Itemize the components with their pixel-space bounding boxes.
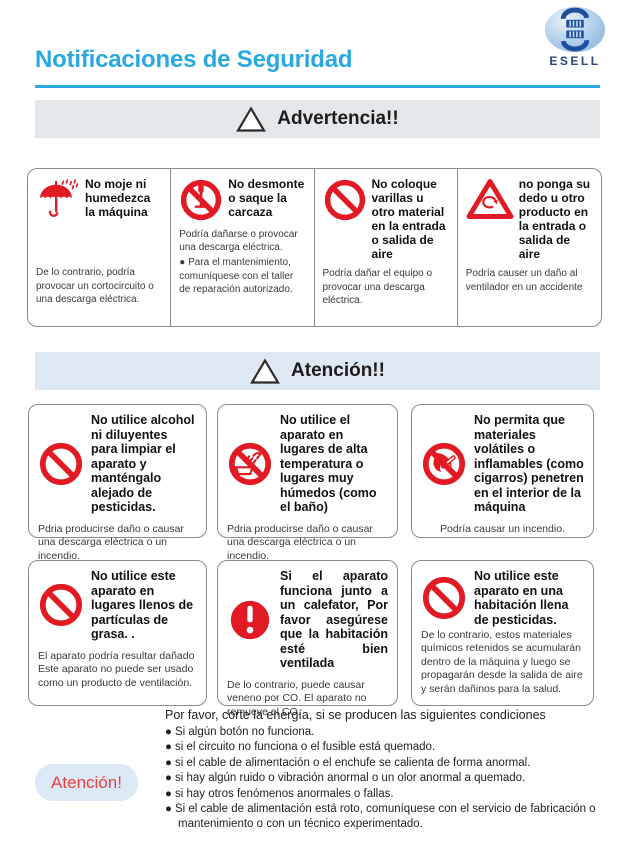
- esell-logo-icon: [543, 5, 607, 54]
- warning-box-no-mojar: No moje ni humedezca la máquina De lo co…: [28, 169, 172, 326]
- condition-item: ● Si algún botón no funciona.: [165, 725, 612, 740]
- bullet-icon: ●: [165, 772, 172, 785]
- conditions-intro: Por favor, corte la energía, si se produ…: [165, 708, 546, 722]
- caution-heading: No utilice este aparato en lugares lleno…: [91, 569, 194, 641]
- warning-heading: No moje ni humedezca la máquina: [85, 177, 151, 219]
- caution-body: Pdria producirse daño o causar una desca…: [227, 522, 373, 563]
- fan-warning-icon: [466, 178, 514, 220]
- caution-heading: No permita que materiales volátiles o in…: [474, 413, 584, 514]
- warning-triangle-icon: [236, 106, 266, 133]
- caution-heading: No utilice el aparato en lugares de alta…: [280, 413, 377, 514]
- warning-box-no-desmontar: No desmonte o saque la carcaza Podría da…: [171, 169, 315, 326]
- warning-body-line: ● Para el mantenimiento, comuníquese con…: [179, 257, 294, 295]
- atencion-bar-label: Atención!!: [291, 360, 385, 381]
- advertencia-warning-row: No moje ni humedezca la máquina De lo co…: [27, 168, 602, 327]
- condition-text: si hay otros fenómenos anormales o falla…: [174, 787, 394, 800]
- warning-heading: no ponga su dedo u otro producto en la e…: [518, 177, 591, 261]
- warning-triangle-icon: [250, 358, 280, 385]
- caution-box-pesticidas: No utilice este aparato en una habitació…: [411, 560, 594, 706]
- warning-heading: No desmonte o saque la carcaza: [228, 177, 305, 219]
- condition-item: ● Si el cable de alimentación está roto, …: [165, 802, 612, 833]
- atencion-footer-label: Atención!: [51, 772, 122, 792]
- caution-body: De lo contrario, puede causar veneno por…: [227, 678, 367, 719]
- atencion-section-bar: Atención!!: [35, 352, 600, 390]
- warning-box-no-varillas: No coloque varillas u otro material en l…: [315, 169, 458, 326]
- caution-heading: Si el aparato funciona junto a un calefa…: [280, 569, 388, 670]
- condition-item: ● si el circuito no funciona o el fusible…: [165, 740, 612, 755]
- page-title: Notificaciones de Seguridad: [35, 46, 353, 73]
- bullet-icon: ●: [165, 787, 172, 800]
- prohibition-icon: [421, 575, 467, 621]
- condition-item: ● si el cable de alimentación o el enchuf…: [165, 756, 612, 771]
- prohibition-icon: [38, 582, 84, 628]
- condition-text: si hay algún ruido o vibración anormal o…: [174, 772, 526, 785]
- title-divider: [35, 85, 600, 88]
- condition-text: si el cable de alimentación o el enchufe…: [174, 756, 531, 769]
- caution-heading: No utilice alcohol ni diluyentes para li…: [91, 413, 195, 514]
- bullet-icon: ●: [165, 741, 172, 754]
- caution-heading: No utilice este aparato en una habitació…: [474, 569, 569, 627]
- caution-box-no-alcohol: No utilice alcohol ni diluyentes para li…: [28, 404, 207, 562]
- power-off-conditions: Por favor, corte la energía, si se produ…: [165, 708, 612, 844]
- mandatory-exclamation-icon: [227, 597, 273, 643]
- advertencia-bar-label: Advertencia!!: [277, 108, 399, 129]
- warning-body: Podría dañarse o provocar una descarga e…: [179, 228, 305, 298]
- warning-box-no-dedo: no ponga su dedo u otro producto en la e…: [458, 169, 601, 326]
- umbrella-rain-icon: [36, 178, 80, 220]
- bullet-icon: ●: [165, 756, 172, 769]
- atencion-footer-badge: Atención!: [35, 764, 138, 801]
- brand-name: ESELL: [549, 54, 601, 68]
- warning-heading: No coloque varillas u otro material en l…: [371, 177, 446, 261]
- condition-text: Si algún botón no funciona.: [174, 726, 315, 738]
- warning-body: Podría dañar el equipo o provocar una de…: [322, 268, 433, 306]
- caution-body: De lo contrario, estos materiales químic…: [421, 629, 583, 695]
- warning-body-line: Podría dañarse o provocar una descarga e…: [179, 229, 298, 254]
- caution-box-no-grasa: No utilice este aparato en lugares lleno…: [28, 560, 207, 706]
- bullet-icon: ●: [165, 726, 172, 738]
- prohibition-icon: [323, 178, 367, 222]
- caution-box-calefactor: Si el aparato funciona junto a un calefa…: [217, 560, 398, 718]
- condition-text: si el circuito no funciona o el fusible …: [174, 741, 436, 754]
- caution-body: Podría causar un incendio.: [440, 522, 565, 535]
- advertencia-section-bar: Advertencia!!: [35, 100, 600, 138]
- no-shower-icon: [227, 441, 273, 487]
- caution-box-no-inflamables: No permita que materiales volátiles o in…: [411, 404, 594, 538]
- condition-item: ● si hay otros fenómenos anormales o fall…: [165, 787, 612, 802]
- warning-body: De lo contrario, podría provocar un cort…: [36, 267, 154, 305]
- brand-logo: ESELL: [540, 5, 610, 68]
- condition-item: ● si hay algún ruido o vibración anormal …: [165, 771, 612, 786]
- caution-body: Pdria producirse daño o causar una desca…: [38, 522, 184, 563]
- prohibition-icon: [38, 441, 84, 487]
- caution-box-no-humedad: No utilice el aparato en lugares de alta…: [217, 404, 398, 562]
- no-disassemble-icon: [179, 178, 223, 222]
- caution-body: El aparato podría resultar dañado Este a…: [38, 649, 195, 690]
- warning-body: Podría causer un daño al ventilador en u…: [465, 268, 583, 293]
- no-flammable-icon: [421, 441, 467, 487]
- bullet-icon: ●: [165, 803, 172, 816]
- condition-text: Si el cable de alimentación está roto, c…: [174, 803, 596, 831]
